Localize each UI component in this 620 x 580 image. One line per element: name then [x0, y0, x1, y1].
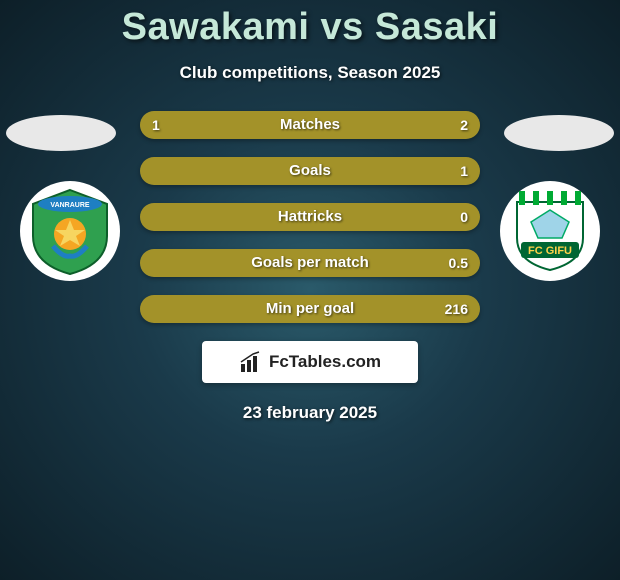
title-player-left: Sawakami	[122, 6, 310, 48]
title-player-right: Sasaki	[375, 6, 498, 48]
brand-text: FcTables.com	[269, 352, 381, 372]
stat-value-right: 0.5	[449, 249, 468, 277]
team-crest-right: FC GIFU	[500, 181, 600, 281]
pedestal-left	[6, 115, 116, 151]
stat-row: Min per goal216	[140, 295, 480, 323]
comparison-arena: VANRAURE FC GIFU Matches12Goals1Hattrick…	[0, 111, 620, 323]
stat-label: Goals	[140, 157, 480, 185]
stat-value-right: 216	[445, 295, 468, 323]
pedestal-right	[504, 115, 614, 151]
stat-value-right: 2	[460, 111, 468, 139]
brand-badge[interactable]: FcTables.com	[202, 341, 418, 383]
title-vs: vs	[321, 6, 364, 48]
stat-label: Matches	[140, 111, 480, 139]
stat-label: Hattricks	[140, 203, 480, 231]
page-title: Sawakami vs Sasaki	[0, 0, 620, 49]
bar-chart-icon	[239, 350, 263, 374]
team-crest-left: VANRAURE	[20, 181, 120, 281]
stat-value-left: 1	[152, 111, 160, 139]
stat-value-right: 0	[460, 203, 468, 231]
stat-value-right: 1	[460, 157, 468, 185]
stat-label: Goals per match	[140, 249, 480, 277]
vanraure-crest-icon: VANRAURE	[25, 186, 115, 276]
stat-row: Hattricks0	[140, 203, 480, 231]
stats-list: Matches12Goals1Hattricks0Goals per match…	[140, 111, 480, 323]
svg-text:FC GIFU: FC GIFU	[528, 245, 572, 257]
stat-label: Min per goal	[140, 295, 480, 323]
subtitle: Club competitions, Season 2025	[0, 63, 620, 83]
date-label: 23 february 2025	[0, 403, 620, 423]
stat-row: Goals per match0.5	[140, 249, 480, 277]
stat-row: Matches1 2	[140, 111, 480, 139]
svg-text:VANRAURE: VANRAURE	[50, 202, 89, 209]
stat-row: Goals1	[140, 157, 480, 185]
fc-gifu-crest-icon: FC GIFU	[507, 188, 593, 274]
